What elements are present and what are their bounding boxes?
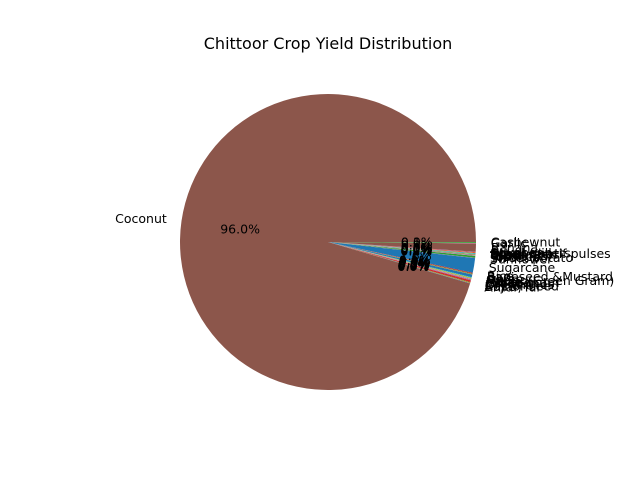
slice-label: Turmeric [489,248,544,263]
slice-label: Onion [487,271,524,286]
slice-percentage: 1.6% [400,248,432,263]
pie-slice [328,242,473,275]
slice-label: Ragi [487,270,514,285]
pie-slice [328,242,476,273]
slice-percentage: 0.0% [398,258,430,273]
slice-label: Gram [485,276,520,291]
pie-slice [180,94,477,391]
pie-slice [328,242,473,274]
slice-percentage: 96.0% [220,221,260,236]
slice-percentage: 0.1% [398,256,430,271]
slice-percentage: 0.0% [401,241,433,256]
pie-slice [328,242,471,284]
pie-slice [328,242,472,278]
slice-percentage: 0.0% [401,242,433,257]
chart-title: Chittoor Crop Yield Distribution [204,34,453,53]
slice-label: Sweet potato [490,250,573,265]
slice-label: Soyabean [490,245,552,260]
slice-label: Banana [491,240,538,255]
slice-percentage: 0.0% [401,241,433,256]
slice-percentage: 0.0% [397,259,429,274]
slice-label: Moong(Green Gram) [486,273,614,288]
slice-percentage: 0.0% [401,240,433,255]
slice-percentage: 0.0% [398,259,430,274]
slice-label: Cashewnut [491,235,561,250]
slice-percentage: 0.2% [398,258,430,273]
pie-slice [328,242,476,253]
slice-percentage: 0.1% [398,257,430,272]
pie-slice [328,242,472,280]
slice-label: Sesamum [490,247,552,262]
slice-label: Garlic [491,235,527,250]
pie-slice [328,242,476,252]
slice-percentage: 0.9% [401,237,433,252]
pie-slice [328,242,472,281]
pie-slice [328,242,472,280]
slice-label: Sunflower [490,252,553,267]
slice-label: Small millets [490,245,570,260]
slice-label: Coconut [115,211,167,226]
slice-percentage: 0.2% [401,243,433,258]
slice-percentage: 0.1% [401,234,433,249]
slice-percentage: 0.0% [401,240,433,255]
pie-slice [328,242,476,258]
slice-percentage: 0.3% [399,254,431,269]
slice-percentage: 0.0% [398,257,430,272]
slice-percentage: 0.0% [398,255,430,270]
slice-label: Other Kharif pulses [490,246,610,261]
pie-slice [328,242,471,283]
slice-label: Sugarcane [489,260,556,275]
slice-label: Rice [487,268,514,283]
slice-percentage: 0.0% [399,253,431,268]
slice-percentage: 0.0% [401,241,433,256]
pie-slice [328,242,476,254]
slice-label: Arhar/Tur [484,279,542,294]
slice-percentage: 0.0% [401,241,433,256]
pie-slice [328,242,472,280]
slice-label: Dry chillies [485,277,554,292]
pie-slice [328,242,476,254]
pie-slice [328,242,476,244]
pie-slice [328,242,476,253]
pie-slice [328,242,476,259]
pie-slice [328,242,476,256]
slice-percentage: 0.0% [399,253,431,268]
slice-label: Urad [490,248,520,263]
slice-label: Groundnut [485,276,552,291]
pie-slice [328,242,471,284]
pie-slice [328,242,477,243]
slice-percentages: 96.0%0.0%0.0%0.0%0.2%0.0%0.1%0.0%0.0%0.1… [220,221,433,273]
slice-label: Bajra [485,279,518,294]
slice-label: Tobacco [489,249,540,264]
slice-label: Castor seed [485,278,559,293]
pie-slice [328,242,476,255]
slice-label: Maize [486,274,522,289]
slice-percentage: 0.1% [399,253,431,268]
pie-slice [328,242,472,279]
slice-percentage: 0.1% [401,242,433,257]
pie-slice [328,242,476,255]
slice-label: Niger seed [490,246,557,261]
slice-label: Jowar [485,275,521,290]
pie-slice [328,242,473,278]
slice-percentage: 0.0% [401,235,433,250]
pie-slice [328,242,471,283]
slice-label: Rapeseed &Mustard [487,269,613,284]
slice-label: Horse-gram [486,275,560,290]
slice-percentage: 0.0% [398,256,430,271]
slice-percentage: 0.0% [398,256,430,271]
pie-slice [328,242,476,256]
slice-percentage: 0.0% [400,244,432,259]
pie-slice [328,242,473,275]
pie-slices [180,94,477,391]
